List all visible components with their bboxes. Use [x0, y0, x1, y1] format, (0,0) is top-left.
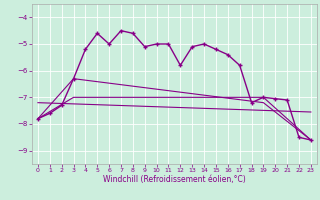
X-axis label: Windchill (Refroidissement éolien,°C): Windchill (Refroidissement éolien,°C) [103, 175, 246, 184]
